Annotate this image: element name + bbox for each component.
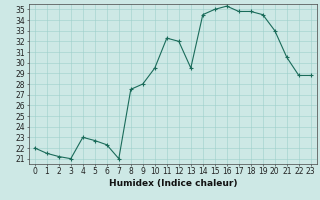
X-axis label: Humidex (Indice chaleur): Humidex (Indice chaleur) [108, 179, 237, 188]
